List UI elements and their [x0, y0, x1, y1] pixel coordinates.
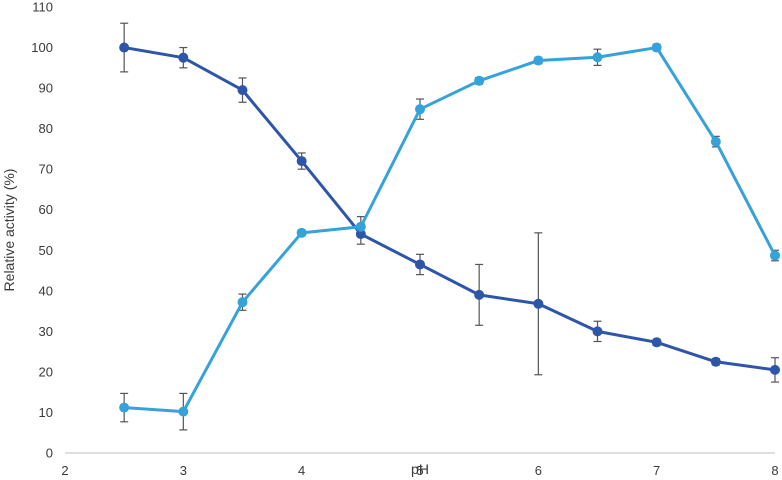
series-1-point	[237, 85, 248, 96]
x-tick-label: 7	[653, 463, 660, 478]
y-tick-label: 10	[39, 405, 53, 420]
x-tick-label: 3	[180, 463, 187, 478]
series-2-point	[355, 221, 366, 232]
series-1-point	[178, 52, 189, 63]
y-tick-label: 110	[32, 0, 53, 15]
series-2-point	[710, 136, 721, 147]
series-1-point	[533, 298, 544, 309]
x-tick-label: 5	[416, 463, 423, 478]
data-points	[119, 42, 780, 417]
series-1-point	[770, 364, 780, 375]
series-line-2	[122, 46, 777, 414]
series-2-point	[533, 55, 544, 66]
y-tick-label: 30	[39, 324, 53, 339]
series-2-point	[178, 406, 189, 417]
y-tick-label: 60	[39, 202, 53, 217]
series-1-point	[710, 356, 721, 367]
x-tick-label: 6	[535, 463, 542, 478]
series-2-point	[296, 227, 307, 238]
series-line-1	[122, 46, 777, 372]
y-tick-label: 20	[39, 364, 53, 379]
series-1-point	[119, 42, 130, 53]
x-tick-label: 8	[771, 463, 778, 478]
series-1-point	[296, 156, 307, 167]
series-1-point	[592, 326, 603, 337]
x-tick-label: 2	[61, 463, 68, 478]
series-2-point	[237, 297, 248, 308]
series-2-point	[119, 402, 130, 413]
series-2-point	[474, 75, 485, 86]
series-2-point	[770, 250, 780, 261]
y-tick-label: 70	[39, 162, 53, 177]
series-1-point	[474, 289, 485, 300]
y-tick-label: 0	[46, 446, 53, 461]
series-2-point	[592, 52, 603, 63]
y-tick-label: 90	[39, 81, 53, 96]
x-tick-label: 4	[298, 463, 305, 478]
y-tick-label: 40	[39, 283, 53, 298]
x-axis-title: pH	[411, 461, 429, 477]
series-1-point	[415, 259, 425, 270]
series-1-point	[651, 337, 662, 348]
series-2-point	[651, 42, 662, 53]
y-tick-label: 50	[39, 243, 53, 258]
y-tick-label: 100	[31, 40, 53, 55]
y-tick-label: 80	[39, 121, 53, 136]
y-axis-title: Relative activity (%)	[1, 169, 17, 292]
series-2-point	[415, 104, 425, 115]
series-lines	[122, 46, 777, 414]
